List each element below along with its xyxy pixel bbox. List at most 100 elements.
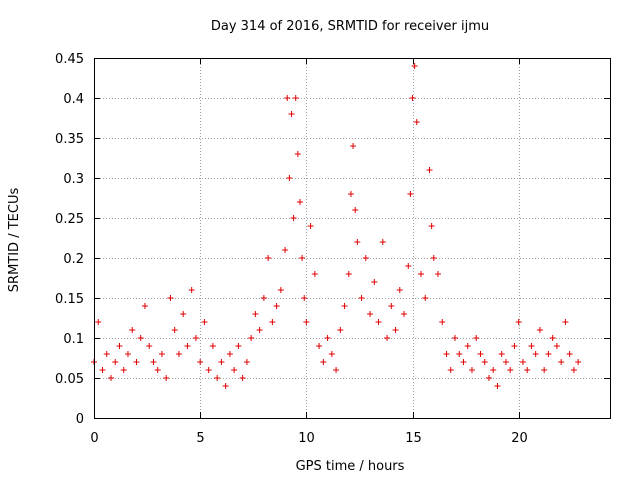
data-point xyxy=(256,327,263,333)
data-point xyxy=(519,359,526,365)
data-point xyxy=(301,295,308,301)
data-point xyxy=(379,239,386,245)
data-point xyxy=(311,271,318,277)
data-point xyxy=(388,303,395,309)
data-point xyxy=(407,191,414,197)
data-point xyxy=(320,359,327,365)
data-point xyxy=(192,335,199,341)
x-tick-label: 15 xyxy=(405,431,422,446)
data-point xyxy=(294,151,301,157)
data-point xyxy=(158,351,165,357)
data-point xyxy=(260,295,267,301)
data-point xyxy=(502,359,509,365)
data-point xyxy=(141,303,148,309)
data-point xyxy=(112,359,119,365)
data-point xyxy=(252,311,259,317)
data-point xyxy=(528,343,535,349)
data-point xyxy=(286,175,293,181)
data-point xyxy=(430,255,437,261)
data-point xyxy=(205,367,212,373)
data-point xyxy=(248,335,255,341)
data-point xyxy=(541,367,548,373)
data-point xyxy=(150,359,157,365)
data-point xyxy=(396,287,403,293)
data-point xyxy=(507,367,514,373)
data-point xyxy=(451,335,458,341)
data-point xyxy=(553,343,560,349)
data-point xyxy=(485,375,492,381)
y-tick-label: 0.4 xyxy=(63,92,84,107)
data-point xyxy=(290,215,297,221)
data-point xyxy=(411,63,418,69)
y-tick-label: 0.35 xyxy=(55,132,84,147)
y-tick-label: 0.45 xyxy=(55,52,84,67)
data-point xyxy=(435,271,441,277)
data-point xyxy=(103,351,110,357)
y-tick-label: 0.3 xyxy=(63,172,84,187)
data-point xyxy=(405,263,412,269)
data-point xyxy=(558,359,565,365)
data-point xyxy=(137,335,144,341)
data-point xyxy=(324,335,331,341)
data-point xyxy=(422,295,429,301)
data-point xyxy=(107,375,114,381)
data-point xyxy=(439,319,446,325)
data-point xyxy=(350,143,357,149)
data-point xyxy=(124,351,131,357)
data-point xyxy=(303,319,310,325)
data-point xyxy=(197,359,204,365)
data-point xyxy=(243,359,250,365)
data-point xyxy=(235,343,242,349)
data-point xyxy=(532,351,539,357)
data-point xyxy=(277,287,284,293)
data-point xyxy=(337,327,344,333)
data-point xyxy=(352,207,359,213)
data-point xyxy=(426,167,433,173)
data-point xyxy=(418,271,425,277)
data-point xyxy=(307,223,314,229)
data-point xyxy=(171,327,178,333)
y-tick-label: 0.1 xyxy=(63,332,84,347)
data-point xyxy=(269,319,276,325)
data-point xyxy=(371,279,378,285)
data-point xyxy=(477,351,484,357)
data-point xyxy=(282,247,289,253)
chart-title: Day 314 of 2016, SRMTID for receiver ijm… xyxy=(211,19,489,34)
x-axis-label: GPS time / hours xyxy=(296,459,405,474)
data-point xyxy=(120,367,127,373)
data-point xyxy=(367,311,374,317)
data-point xyxy=(226,351,233,357)
data-point xyxy=(447,367,454,373)
plot-frame xyxy=(94,58,611,419)
data-point xyxy=(498,351,505,357)
data-point xyxy=(116,343,123,349)
x-tick-label: 20 xyxy=(511,431,528,446)
data-point xyxy=(375,319,382,325)
data-point xyxy=(154,367,161,373)
x-tick-label: 0 xyxy=(90,431,98,446)
data-point xyxy=(273,303,280,309)
data-point xyxy=(296,199,303,205)
data-point xyxy=(354,239,361,245)
data-point xyxy=(175,351,182,357)
data-point xyxy=(167,295,174,301)
y-axis-label: SRMTID / TECUs xyxy=(7,188,22,293)
data-point xyxy=(392,327,399,333)
data-point xyxy=(460,359,467,365)
x-tick-label: 5 xyxy=(196,431,204,446)
grid-lines xyxy=(94,58,610,418)
data-point xyxy=(265,255,272,261)
data-point xyxy=(328,351,335,357)
data-point xyxy=(494,383,501,389)
data-point xyxy=(443,351,450,357)
data-point xyxy=(570,367,577,373)
data-point xyxy=(575,359,582,365)
data-point xyxy=(341,303,348,309)
data-point xyxy=(490,367,497,373)
data-point xyxy=(545,351,552,357)
y-tick-label: 0.15 xyxy=(55,292,84,307)
data-point xyxy=(180,311,187,317)
data-point xyxy=(468,367,475,373)
data-points xyxy=(91,63,582,389)
